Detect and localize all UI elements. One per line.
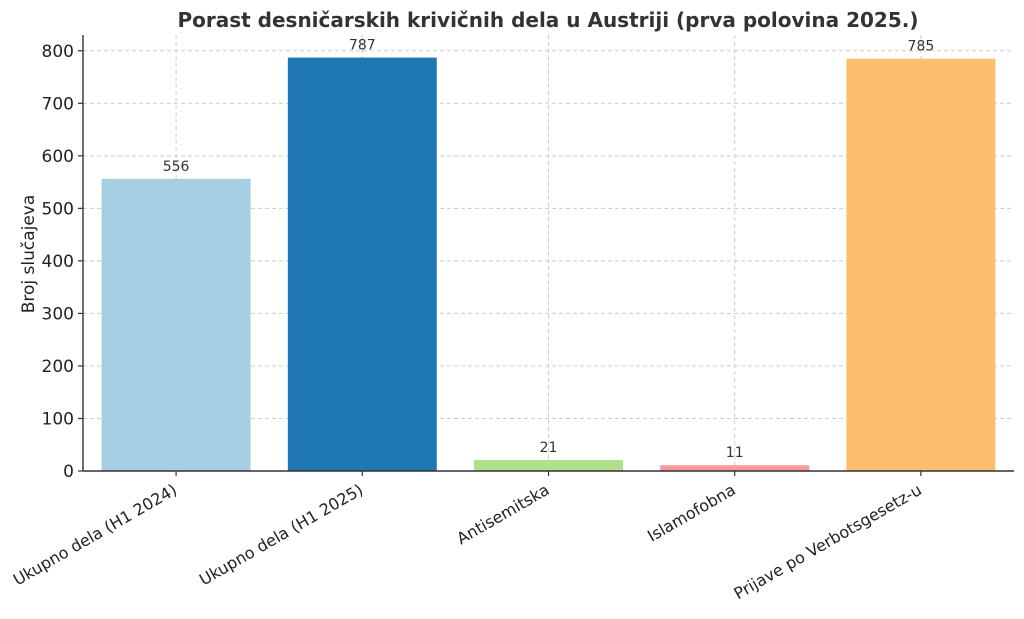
y-tick-label: 200 xyxy=(42,357,74,377)
y-tick-label: 400 xyxy=(42,252,74,272)
bar xyxy=(101,178,251,471)
x-tick-label: Islamofobna xyxy=(644,480,739,546)
bars xyxy=(101,57,996,472)
axes xyxy=(78,35,1014,476)
y-axis-label: Broj slučajeva xyxy=(19,195,39,314)
bar xyxy=(660,465,810,471)
y-tick-label: 100 xyxy=(42,409,74,429)
y-tick-labels: 0 100 200 300 400 500 600 700 800 xyxy=(42,42,74,482)
x-tick-label: Antisemitska xyxy=(453,480,552,548)
bar xyxy=(474,459,623,471)
x-tick-label: Prijave po Verbotsgesetz-u xyxy=(730,480,924,603)
x-tick-labels: Ukupno dela (H1 2024) Ukupno dela (H1 202… xyxy=(10,480,925,603)
y-tick-label: 500 xyxy=(42,199,74,219)
bar-value-label: 787 xyxy=(349,38,376,54)
y-tick-label: 300 xyxy=(42,304,74,324)
y-tick-label: 600 xyxy=(42,147,74,167)
y-tick-label: 700 xyxy=(42,94,74,114)
bar-value-label: 21 xyxy=(540,440,558,456)
bar-value-label: 785 xyxy=(908,39,935,55)
x-tick-label: Ukupno dela (H1 2025) xyxy=(196,480,366,589)
bar xyxy=(287,57,437,471)
chart-title: Porast desničarskih krivičnih dela u Aus… xyxy=(177,8,918,32)
data-labels: 556 787 21 11 785 xyxy=(163,38,935,462)
x-tick-label: Ukupno dela (H1 2024) xyxy=(10,480,180,589)
y-tick-label: 0 xyxy=(63,462,74,482)
y-tick-label: 800 xyxy=(42,42,74,62)
bar-value-label: 11 xyxy=(726,445,744,461)
bar xyxy=(846,58,996,472)
bar-value-label: 556 xyxy=(163,159,190,175)
